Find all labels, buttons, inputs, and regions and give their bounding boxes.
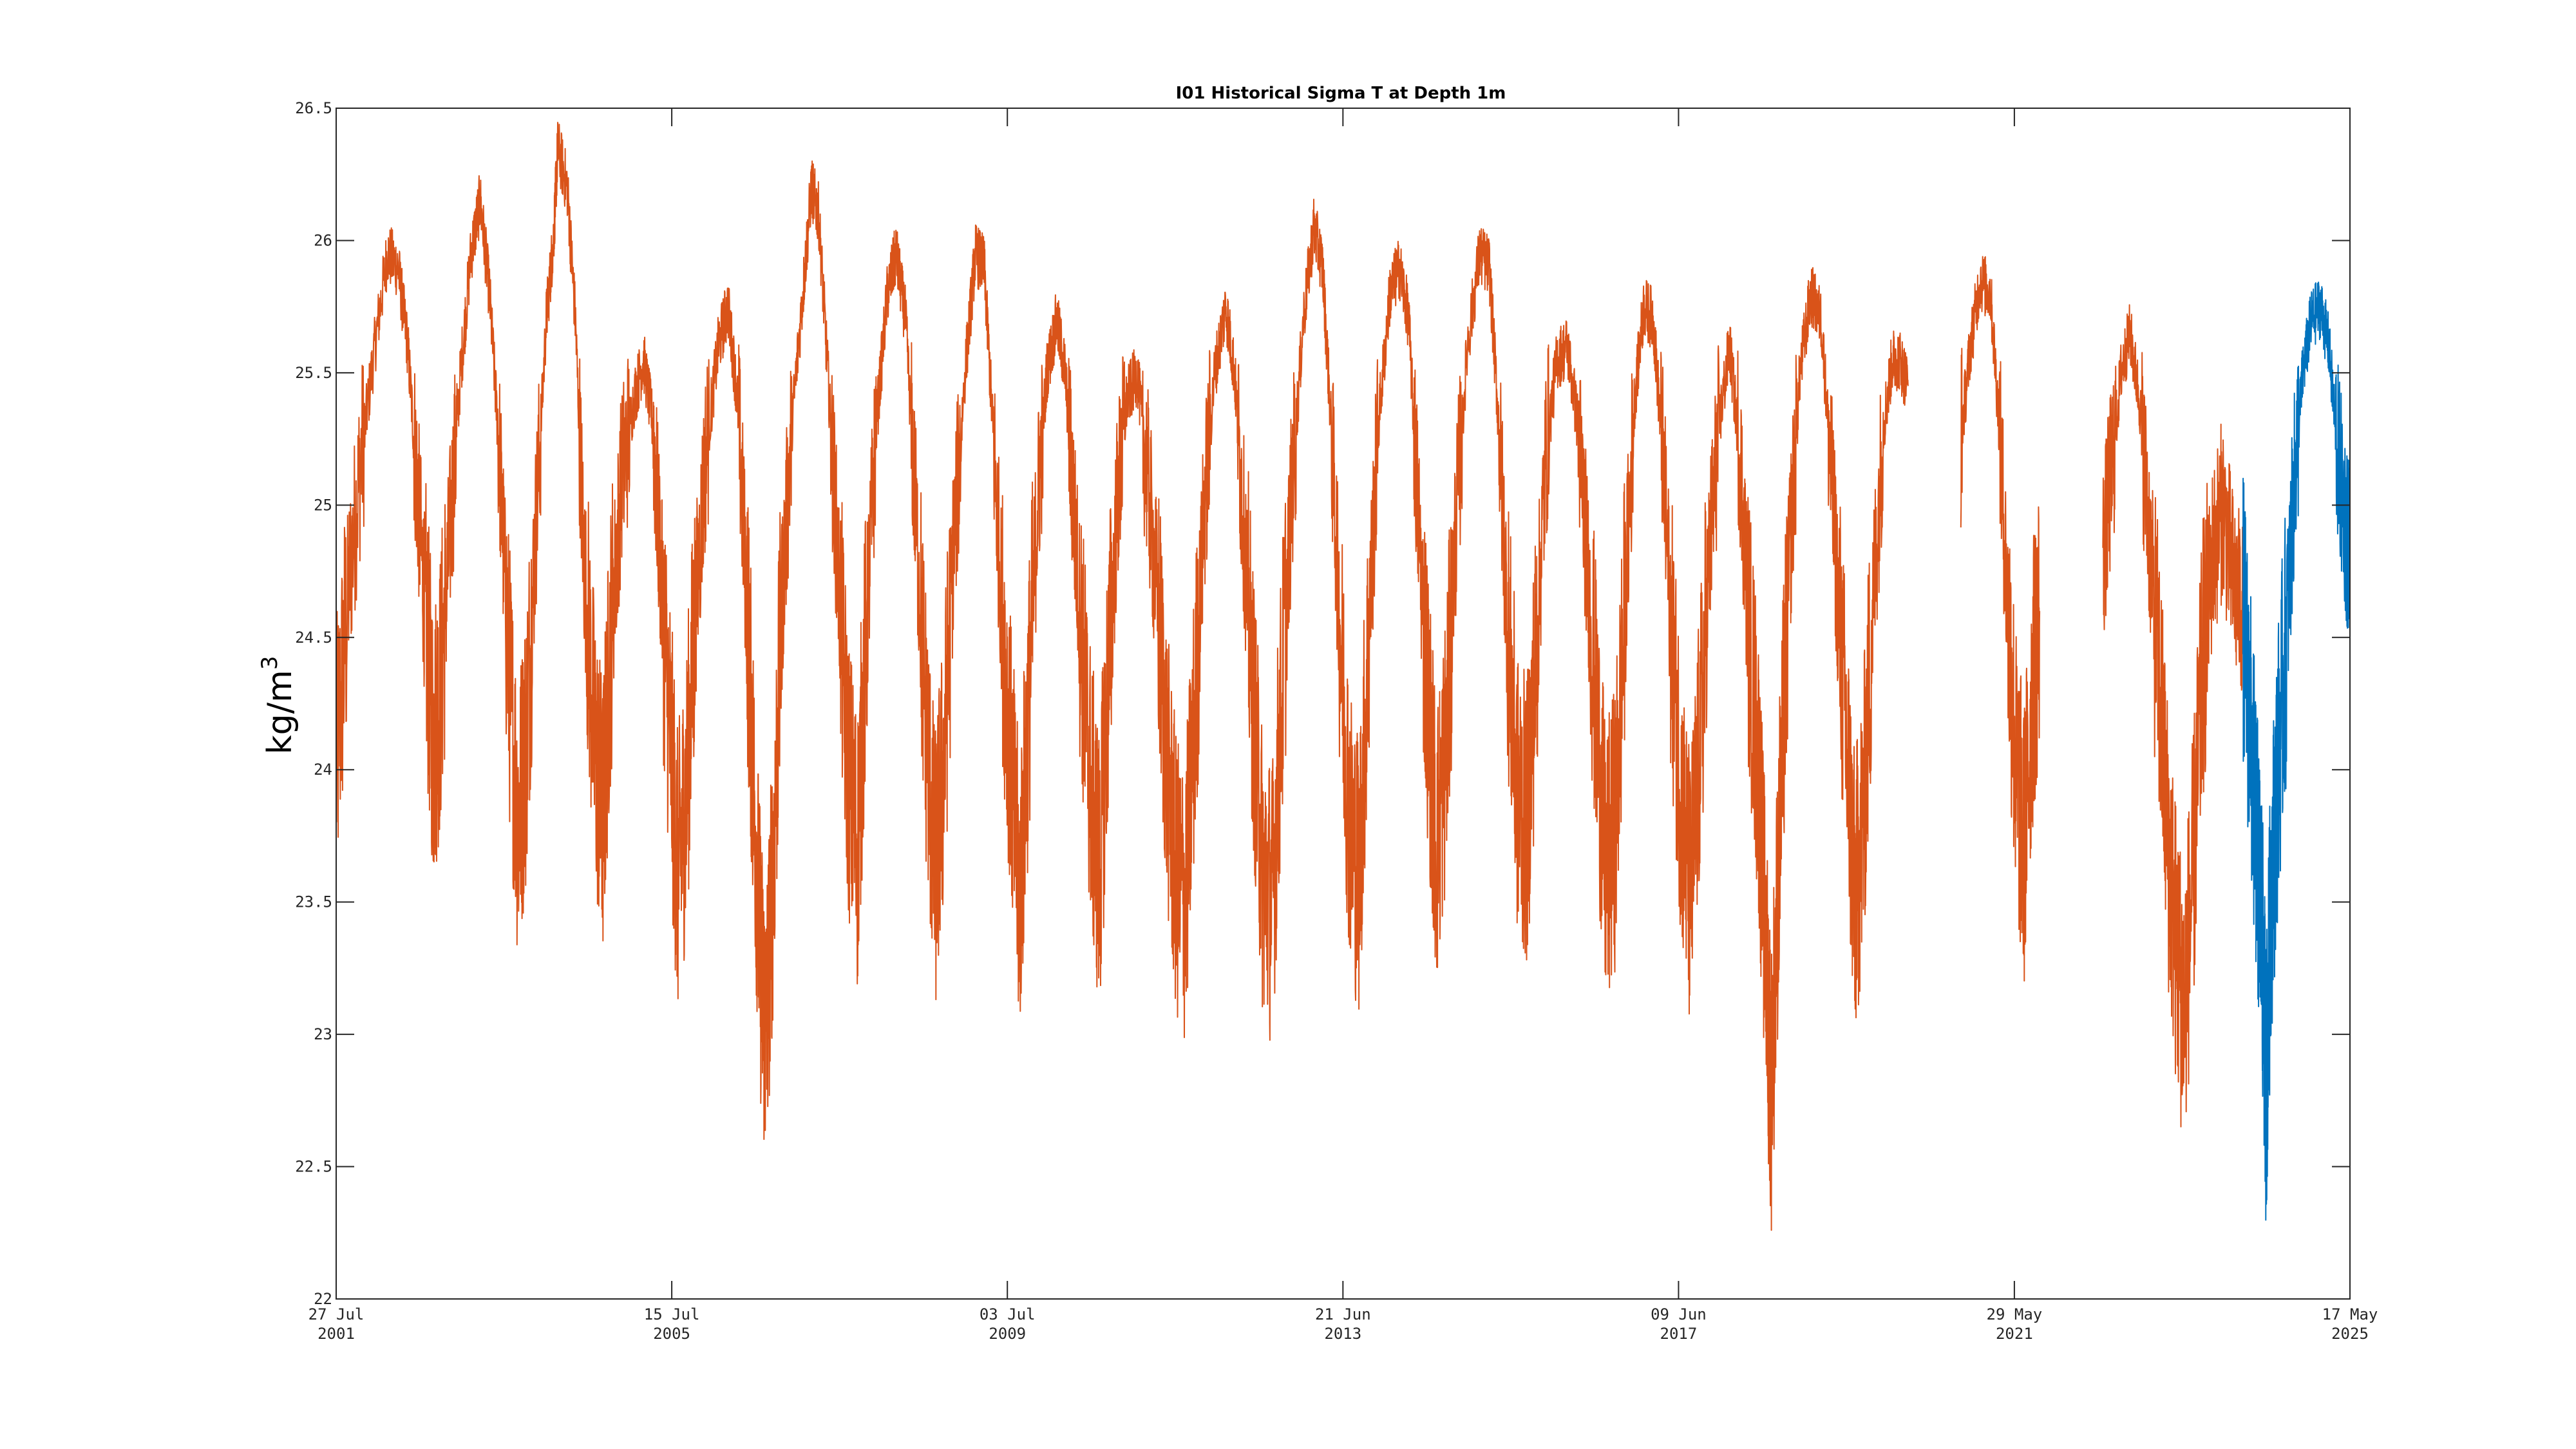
- series-group: [336, 122, 2351, 1231]
- x-tick-label-4: 09 Jun 2017: [1651, 1305, 1707, 1343]
- x-tick-label-day-1: 15 Jul: [644, 1305, 700, 1323]
- x-tick-label-year-0: 2001: [317, 1325, 355, 1343]
- y-tick-label-9: 26.5: [295, 99, 332, 117]
- x-tick-label-year-5: 2021: [1996, 1325, 2033, 1343]
- y-tick-label-3: 23.5: [295, 893, 332, 911]
- x-tick-label-1: 15 Jul 2005: [644, 1305, 700, 1343]
- series-line-2: [2102, 304, 2244, 1128]
- y-tick-label-7: 25.5: [295, 364, 332, 382]
- y-axis-label: kg/m3: [257, 656, 299, 755]
- x-tick-label-day-3: 21 Jun: [1315, 1305, 1371, 1323]
- y-tick-label-1: 22.5: [295, 1158, 332, 1176]
- y-tick-label-2: 23: [314, 1025, 332, 1043]
- y-tick-label-5: 24.5: [295, 629, 332, 647]
- chart-title: I01 Historical Sigma T at Depth 1m: [1176, 84, 1506, 103]
- y-axis: 22 22.5 23 23.5 24 24.5 25 25.5 26 26.5: [295, 99, 2350, 1308]
- x-tick-label-day-0: 27 Jul: [308, 1305, 365, 1323]
- y-tick-label-8: 26: [314, 231, 332, 249]
- series-line-0: [336, 122, 1909, 1231]
- y-tick-label-4: 24: [314, 761, 332, 779]
- x-tick-label-6: 17 May 2025: [2322, 1305, 2378, 1343]
- x-tick-label-day-5: 29 May: [1987, 1305, 2043, 1323]
- x-tick-label-year-6: 2025: [2331, 1325, 2369, 1343]
- y-tick-label-0: 22: [314, 1290, 332, 1308]
- x-tick-label-3: 21 Jun 2013: [1315, 1305, 1371, 1343]
- axes-box: [336, 108, 2351, 1300]
- plot-area: [336, 122, 2351, 1231]
- x-tick-label-year-3: 2013: [1324, 1325, 1361, 1343]
- y-axis-label-superscript: 3: [257, 656, 283, 670]
- x-axis: 27 Jul 2001 15 Jul 2005 03 Jul 2009 21 Jun 2013…: [308, 108, 2378, 1343]
- x-tick-label-day-4: 09 Jun: [1651, 1305, 1707, 1323]
- y-axis-label-unit: kg/m: [261, 670, 299, 754]
- x-tick-label-day-2: 03 Jul: [980, 1305, 1036, 1323]
- y-tick-label-6: 25: [314, 496, 332, 514]
- x-tick-label-day-6: 17 May: [2322, 1305, 2378, 1323]
- x-tick-label-year-2: 2009: [989, 1325, 1026, 1343]
- x-tick-label-year-1: 2005: [653, 1325, 690, 1343]
- series-line-3: [2242, 281, 2351, 1221]
- x-tick-label-2: 03 Jul 2009: [980, 1305, 1036, 1343]
- x-tick-label-year-4: 2017: [1660, 1325, 1698, 1343]
- series-line-1: [1960, 256, 2041, 982]
- x-tick-label-5: 29 May 2021: [1987, 1305, 2043, 1343]
- x-tick-label-0: 27 Jul 2001: [308, 1305, 365, 1343]
